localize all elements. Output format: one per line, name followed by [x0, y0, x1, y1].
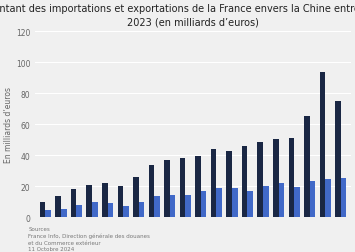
Bar — [87, 185, 92, 217]
Bar — [180, 159, 185, 217]
Bar — [273, 139, 279, 217]
Bar — [263, 186, 269, 217]
Bar — [289, 139, 294, 217]
Bar — [242, 146, 247, 217]
Bar — [170, 196, 175, 217]
Y-axis label: En milliards d’euros: En milliards d’euros — [4, 87, 13, 163]
Bar — [279, 183, 284, 217]
Bar — [341, 178, 346, 217]
Bar — [232, 189, 237, 217]
Bar — [211, 149, 217, 217]
Bar — [201, 191, 207, 217]
Bar — [76, 206, 82, 217]
Bar — [247, 192, 253, 217]
Bar — [139, 202, 144, 217]
Bar — [133, 177, 139, 217]
Bar — [217, 189, 222, 217]
Bar — [185, 195, 191, 217]
Bar — [149, 166, 154, 217]
Bar — [335, 102, 341, 217]
Bar — [102, 183, 108, 217]
Text: Sources
France Info, Direction générale des douanes
et du Commerce extérieur
11 : Sources France Info, Direction générale … — [28, 227, 150, 251]
Bar — [108, 203, 113, 217]
Bar — [164, 160, 170, 217]
Bar — [320, 72, 325, 217]
Bar — [294, 187, 300, 217]
Bar — [257, 142, 263, 217]
Bar — [55, 196, 61, 217]
Bar — [71, 190, 76, 217]
Bar — [123, 206, 129, 217]
Bar — [92, 203, 98, 217]
Bar — [154, 196, 160, 217]
Bar — [195, 156, 201, 217]
Bar — [310, 182, 315, 217]
Title: Montant des importations et exportations de la France envers la Chine entre 2004: Montant des importations et exportations… — [0, 4, 355, 27]
Bar — [45, 210, 51, 217]
Bar — [40, 203, 45, 217]
Bar — [226, 152, 232, 217]
Bar — [118, 186, 123, 217]
Bar — [61, 209, 66, 217]
Bar — [325, 179, 331, 217]
Bar — [304, 117, 310, 217]
